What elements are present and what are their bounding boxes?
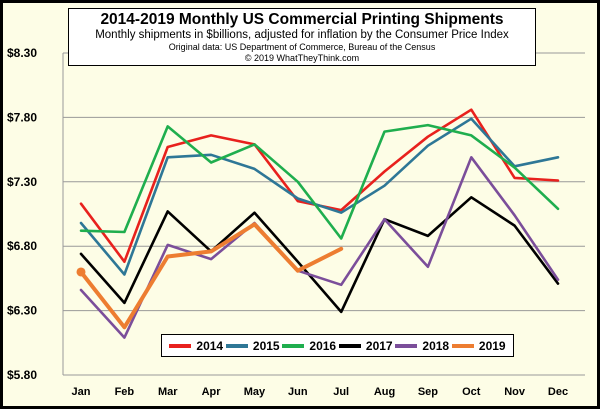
legend-label: 2016 [309, 338, 337, 353]
series-line-2017 [79, 196, 560, 314]
x-tick-label: Jun [288, 386, 308, 398]
x-tick-label: Oct [462, 386, 481, 398]
y-tick-label: $6.80 [7, 239, 37, 253]
legend-swatch [395, 343, 418, 348]
x-tick-label: Dec [548, 386, 568, 398]
y-tick-label: $7.30 [7, 175, 37, 189]
legend-item-2017: 2017 [338, 338, 393, 353]
y-tick-label: $7.80 [7, 110, 37, 124]
chart-title: 2014-2019 Monthly US Commercial Printing… [100, 11, 504, 28]
series-line-2016 [79, 123, 560, 240]
legend-label: 2014 [196, 338, 224, 353]
x-tick-label: Aug [374, 386, 395, 398]
chart-copyright: © 2019 WhatTheyThink.com [244, 53, 360, 63]
legend-label: 2015 [252, 338, 280, 353]
chart-source: Original data: US Department of Commerce… [168, 42, 436, 52]
x-tick-label: May [244, 386, 266, 398]
x-tick-label: Apr [202, 386, 222, 398]
series-line-2014 [79, 108, 560, 263]
legend-swatch [282, 343, 305, 348]
series-start-marker-2019 [76, 267, 86, 277]
legend-label: 2018 [422, 338, 450, 353]
legend-item-2014: 2014 [169, 339, 223, 353]
legend-swatch [169, 343, 192, 348]
series-line-2015 [79, 117, 560, 276]
x-tick-label: Nov [504, 386, 526, 398]
series-line-2019 [79, 222, 344, 330]
legend-label: 2017 [365, 338, 393, 353]
chart-subtitle: Monthly shipments in $billions, adjusted… [95, 29, 509, 41]
legend-swatch [338, 343, 361, 348]
y-tick-label: $5.80 [7, 368, 37, 382]
x-tick-label: Sep [418, 386, 438, 398]
legend-swatch [451, 343, 474, 348]
x-tick-label: Jul [333, 386, 349, 398]
series-line-2018 [79, 156, 560, 339]
legend-item-2015: 2015 [225, 338, 280, 353]
y-tick-label: $8.30 [7, 46, 37, 60]
legend-item-2016: 2016 [282, 339, 336, 353]
legend-swatch [225, 343, 248, 348]
y-tick-label: $6.30 [7, 304, 37, 318]
legend-item-2018: 2018 [395, 339, 449, 353]
legend-label: 2019 [478, 338, 506, 353]
legend-item-2019: 2019 [451, 338, 506, 353]
chart-legend: 2014 2015 2016 2017 2018 2019 [161, 334, 514, 357]
x-tick-label: Mar [158, 386, 178, 398]
chart-title-box: 2014-2019 Monthly US Commercial Printing… [68, 8, 536, 66]
x-tick-label: Jan [72, 386, 91, 398]
x-tick-label: Feb [115, 386, 135, 398]
